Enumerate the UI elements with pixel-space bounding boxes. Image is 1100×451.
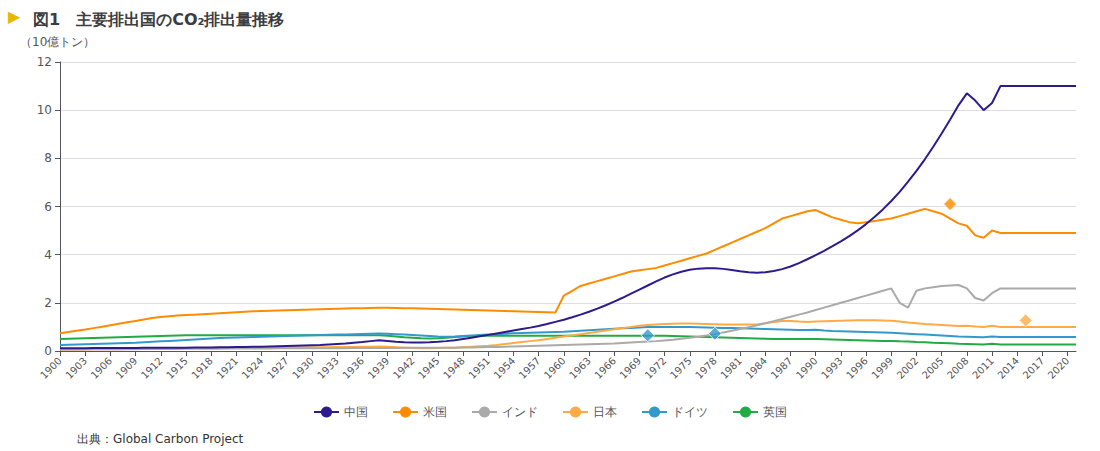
svg-text:1936: 1936 xyxy=(340,355,366,381)
svg-text:1963: 1963 xyxy=(567,355,593,381)
svg-text:1978: 1978 xyxy=(693,355,719,381)
svg-text:1951: 1951 xyxy=(466,355,492,381)
svg-text:出典：Global Carbon Project: 出典：Global Carbon Project xyxy=(77,432,243,446)
svg-text:1927: 1927 xyxy=(265,355,291,381)
svg-text:1912: 1912 xyxy=(139,355,165,381)
svg-text:2014: 2014 xyxy=(995,355,1021,381)
svg-text:1933: 1933 xyxy=(315,355,341,381)
svg-text:2005: 2005 xyxy=(920,355,946,381)
svg-text:6: 6 xyxy=(44,200,52,214)
svg-text:日本: 日本 xyxy=(593,405,617,419)
svg-text:1903: 1903 xyxy=(63,355,89,381)
svg-text:1972: 1972 xyxy=(643,355,669,381)
svg-text:▶: ▶ xyxy=(8,7,21,26)
svg-text:1930: 1930 xyxy=(290,355,316,381)
svg-text:2020: 2020 xyxy=(1046,355,1072,381)
svg-text:1987: 1987 xyxy=(769,355,795,381)
svg-text:1981: 1981 xyxy=(718,355,744,381)
svg-text:1924: 1924 xyxy=(240,355,266,381)
svg-text:1954: 1954 xyxy=(492,355,518,381)
svg-text:1957: 1957 xyxy=(517,355,543,381)
svg-text:中国: 中国 xyxy=(344,405,368,419)
svg-text:1948: 1948 xyxy=(441,355,467,381)
svg-text:10: 10 xyxy=(37,103,52,117)
svg-text:1939: 1939 xyxy=(366,355,392,381)
svg-text:1906: 1906 xyxy=(89,355,115,381)
svg-text:1945: 1945 xyxy=(416,355,442,381)
svg-text:1966: 1966 xyxy=(592,355,618,381)
svg-text:1996: 1996 xyxy=(844,355,870,381)
svg-text:1969: 1969 xyxy=(618,355,644,381)
svg-text:2002: 2002 xyxy=(895,355,921,381)
svg-text:1915: 1915 xyxy=(164,355,190,381)
svg-text:1975: 1975 xyxy=(668,355,694,381)
svg-text:図1 主要排出国のCO₂排出量推移: 図1 主要排出国のCO₂排出量推移 xyxy=(33,10,284,29)
svg-text:2008: 2008 xyxy=(945,355,971,381)
svg-text:1900: 1900 xyxy=(38,355,64,381)
svg-text:米国: 米国 xyxy=(423,405,447,419)
svg-text:8: 8 xyxy=(44,151,52,165)
svg-text:1993: 1993 xyxy=(819,355,845,381)
svg-text:12: 12 xyxy=(37,55,52,69)
svg-text:4: 4 xyxy=(44,248,52,262)
svg-text:1909: 1909 xyxy=(114,355,140,381)
svg-text:1942: 1942 xyxy=(391,355,417,381)
svg-text:1984: 1984 xyxy=(743,355,769,381)
svg-text:英国: 英国 xyxy=(763,405,787,419)
svg-text:2: 2 xyxy=(44,296,52,310)
svg-text:1918: 1918 xyxy=(189,355,215,381)
svg-text:1990: 1990 xyxy=(794,355,820,381)
svg-text:1921: 1921 xyxy=(214,355,240,381)
svg-text:インド: インド xyxy=(502,405,538,419)
svg-text:2011: 2011 xyxy=(970,355,996,381)
svg-text:2017: 2017 xyxy=(1021,355,1047,381)
svg-text:ドイツ: ドイツ xyxy=(672,405,708,419)
svg-text:0: 0 xyxy=(44,344,52,358)
svg-text:1999: 1999 xyxy=(869,355,895,381)
svg-text:1960: 1960 xyxy=(542,355,568,381)
svg-text:（10億トン）: （10億トン） xyxy=(20,35,95,49)
